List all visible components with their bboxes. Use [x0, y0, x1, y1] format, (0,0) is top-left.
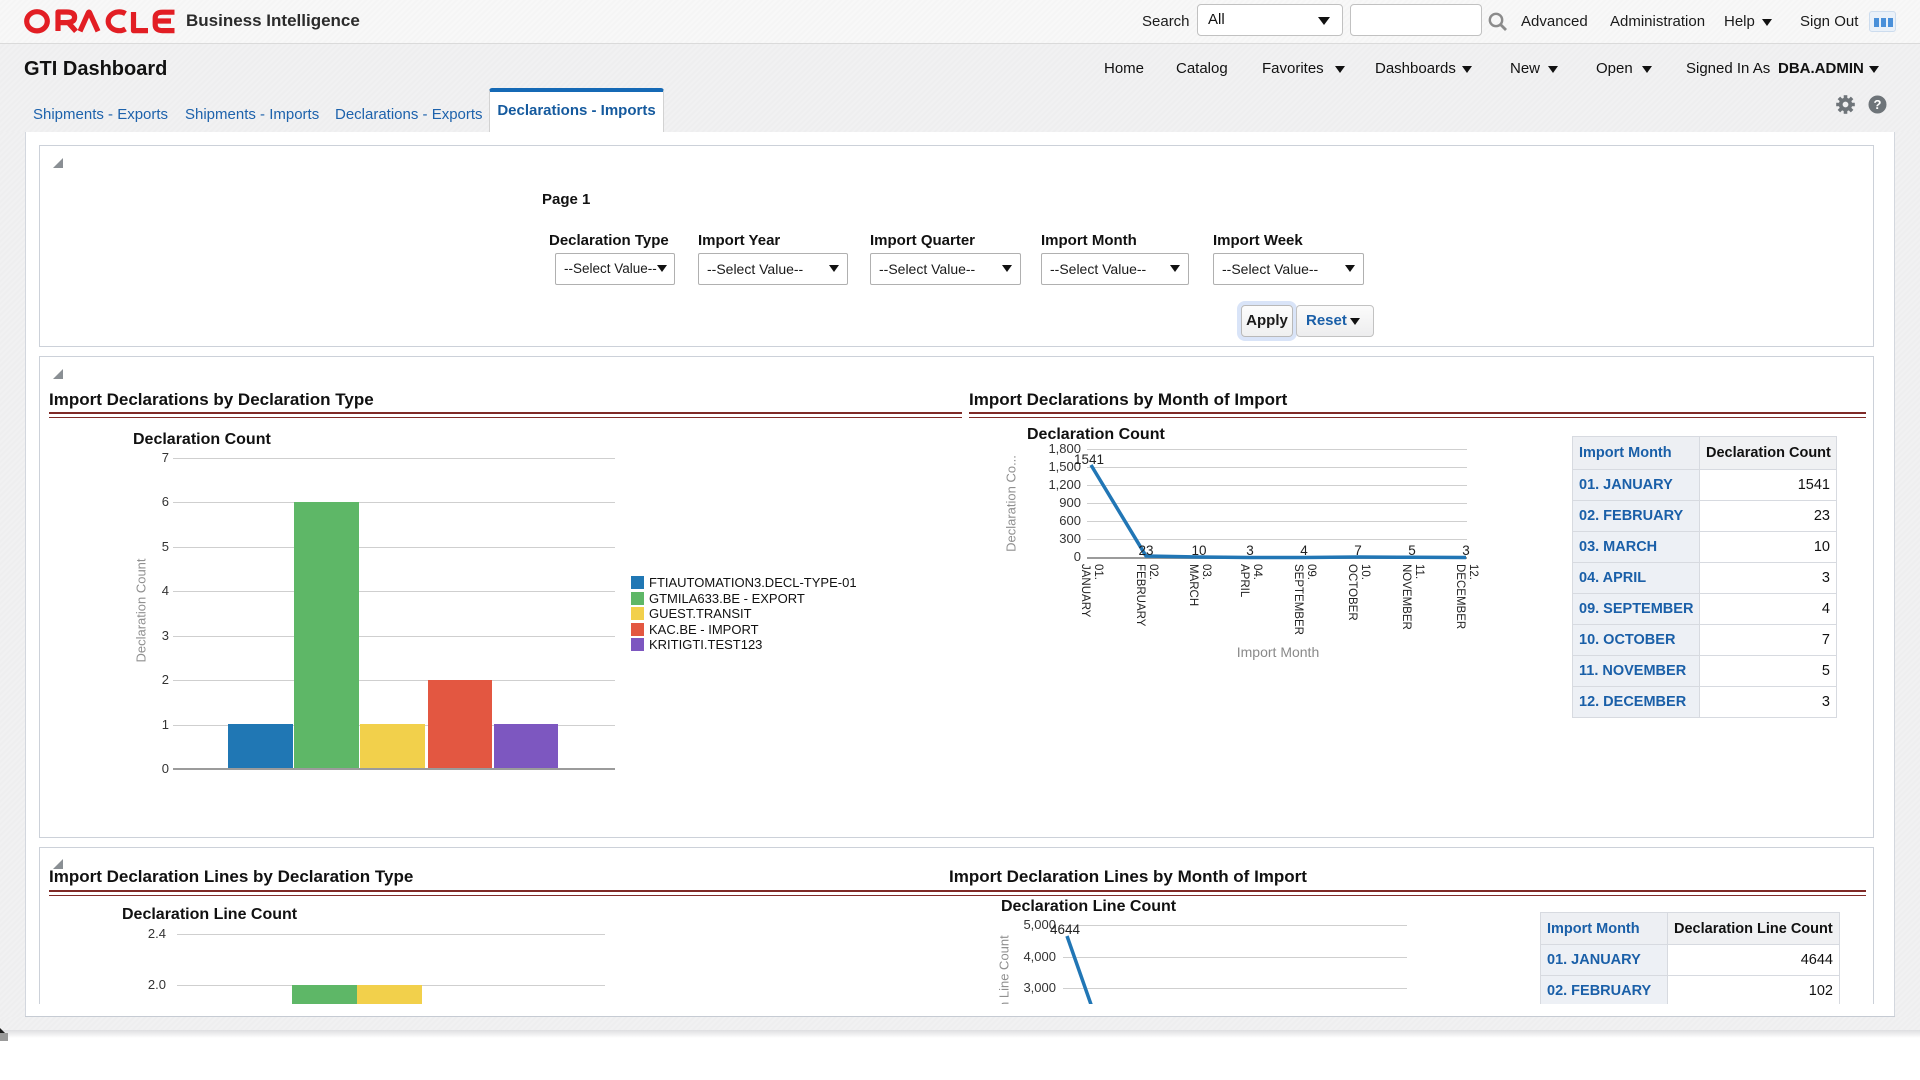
svg-text:?: ? — [1874, 97, 1882, 112]
